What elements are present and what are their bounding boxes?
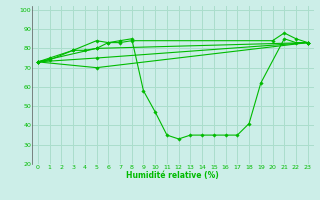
X-axis label: Humidité relative (%): Humidité relative (%) [126,171,219,180]
